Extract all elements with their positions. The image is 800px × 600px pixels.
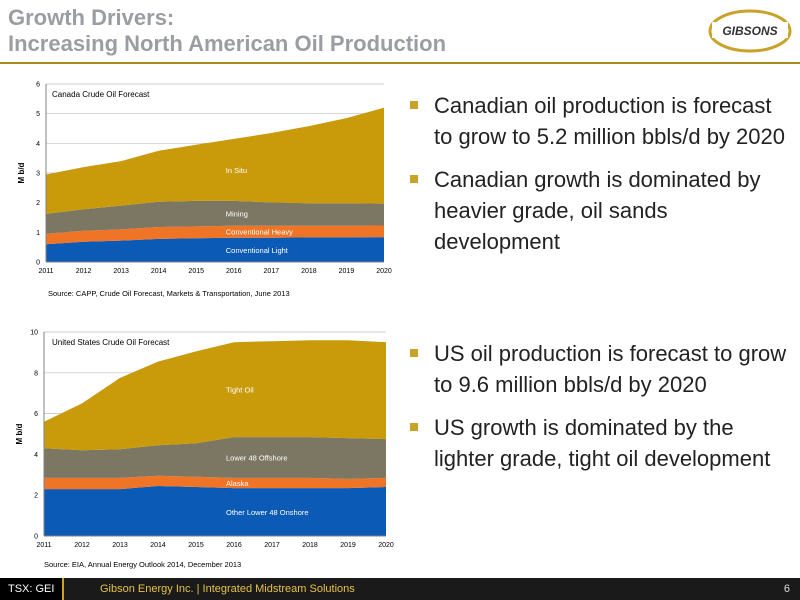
footer-company: Gibson Energy Inc. | Integrated Midstrea… — [100, 583, 355, 595]
y-tick-label: 6 — [36, 82, 40, 89]
y-axis-label: M b/d — [17, 162, 26, 183]
bullet-item: Canadian growth is dominated by heavier … — [410, 164, 790, 257]
series-label: Conventional Heavy — [226, 228, 293, 237]
series-label: Mining — [226, 209, 248, 218]
footer-bar: TSX: GEI Gibson Energy Inc. | Integrated… — [0, 578, 800, 600]
bullet-text: US growth is dominated by the lighter gr… — [434, 415, 771, 471]
y-tick-label: 2 — [36, 200, 40, 207]
canada-bullet-list: Canadian oil production is forecast to g… — [410, 90, 790, 269]
title-divider — [0, 62, 800, 64]
series-label: Other Lower 48 Onshore — [226, 508, 309, 517]
footer-ticker: TSX: GEI — [0, 578, 65, 600]
x-tick-label: 2016 — [226, 268, 242, 275]
y-axis-label: M b/d — [15, 423, 24, 444]
logo-text: GIBSONS — [722, 24, 777, 38]
area-series-in-situ — [46, 107, 384, 214]
bullet-square-icon — [410, 175, 418, 183]
x-tick-label: 2012 — [76, 268, 92, 275]
x-tick-label: 2015 — [188, 268, 204, 275]
gibsons-logo: GIBSONS — [708, 9, 792, 53]
series-label: Conventional Light — [226, 246, 289, 255]
canada-chart-svg: Conventional Light Conventional Heavy Mini… — [17, 82, 392, 276]
x-tick-label: 2014 — [151, 268, 167, 275]
x-tick-label: 2020 — [376, 268, 392, 275]
y-tick-label: 8 — [34, 370, 38, 377]
area-series-tight-oil — [44, 340, 386, 451]
area-series-mining — [46, 200, 384, 234]
area-series-conventional-heavy — [46, 225, 384, 245]
area-series-lower-48-offshore — [44, 437, 386, 479]
chart-title: United States Crude Oil Forecast — [52, 338, 170, 347]
slide-title: Growth Drivers: Increasing North America… — [8, 5, 446, 57]
series-label: Lower 48 Offshore — [226, 453, 288, 462]
area-series-other-lower-48-onshore — [44, 486, 386, 536]
y-tick-label: 5 — [36, 111, 40, 118]
bullet-square-icon — [410, 349, 418, 357]
x-tick-label: 2013 — [113, 268, 129, 275]
us-crude-oil-chart: Other Lower 48 Onshore Alaska Lower 48 Off… — [8, 324, 398, 574]
us-chart-svg: Other Lower 48 Onshore Alaska Lower 48 Off… — [15, 330, 394, 550]
y-tick-label: 3 — [36, 171, 40, 178]
x-tick-label: 2016 — [226, 542, 242, 549]
title-line-1: Growth Drivers: — [8, 5, 175, 30]
bullet-square-icon — [410, 423, 418, 431]
bullet-item: US oil production is forecast to grow to… — [410, 338, 790, 400]
x-tick-label: 2014 — [150, 542, 166, 549]
y-tick-label: 1 — [36, 230, 40, 237]
x-tick-label: 2013 — [112, 542, 128, 549]
y-tick-label: 4 — [36, 141, 40, 148]
area-series-alaska — [44, 475, 386, 490]
y-tick-label: 10 — [30, 330, 38, 337]
x-tick-label: 2020 — [378, 542, 394, 549]
canada-crude-oil-chart: Conventional Light Conventional Heavy Mini… — [8, 76, 398, 308]
x-tick-label: 2017 — [264, 268, 280, 275]
x-tick-label: 2019 — [339, 268, 355, 275]
y-tick-label: 0 — [34, 534, 38, 541]
bullet-item: US growth is dominated by the lighter gr… — [410, 412, 790, 474]
bullet-text: Canadian oil production is forecast to g… — [434, 93, 785, 149]
title-line-2: Increasing North American Oil Production — [8, 31, 447, 56]
bullet-item: Canadian oil production is forecast to g… — [410, 90, 790, 152]
x-tick-label: 2011 — [38, 268, 53, 275]
bullet-text: US oil production is forecast to grow to… — [434, 341, 787, 397]
y-tick-label: 0 — [36, 260, 40, 267]
y-tick-label: 4 — [34, 452, 38, 459]
bullet-square-icon — [410, 101, 418, 109]
x-tick-label: 2018 — [302, 542, 318, 549]
chart-source: Source: CAPP, Crude Oil Forecast, Market… — [48, 289, 290, 298]
series-label: Tight Oil — [226, 386, 254, 395]
y-tick-label: 2 — [34, 493, 38, 500]
chart-source: Source: EIA, Annual Energy Outlook 2014,… — [44, 560, 242, 569]
series-label: Alaska — [226, 479, 249, 488]
chart-title: Canada Crude Oil Forecast — [52, 90, 150, 99]
x-tick-label: 2011 — [36, 542, 51, 549]
bullet-text: Canadian growth is dominated by heavier … — [434, 167, 761, 254]
y-tick-label: 6 — [34, 411, 38, 418]
x-tick-label: 2012 — [74, 542, 90, 549]
series-label: In Situ — [226, 166, 247, 175]
area-series-conventional-light — [46, 237, 384, 262]
x-tick-label: 2017 — [264, 542, 280, 549]
page-number: 6 — [783, 583, 790, 595]
x-tick-label: 2019 — [340, 542, 356, 549]
us-bullet-list: US oil production is forecast to grow to… — [410, 338, 790, 486]
x-tick-label: 2018 — [301, 268, 317, 275]
x-tick-label: 2015 — [188, 542, 204, 549]
